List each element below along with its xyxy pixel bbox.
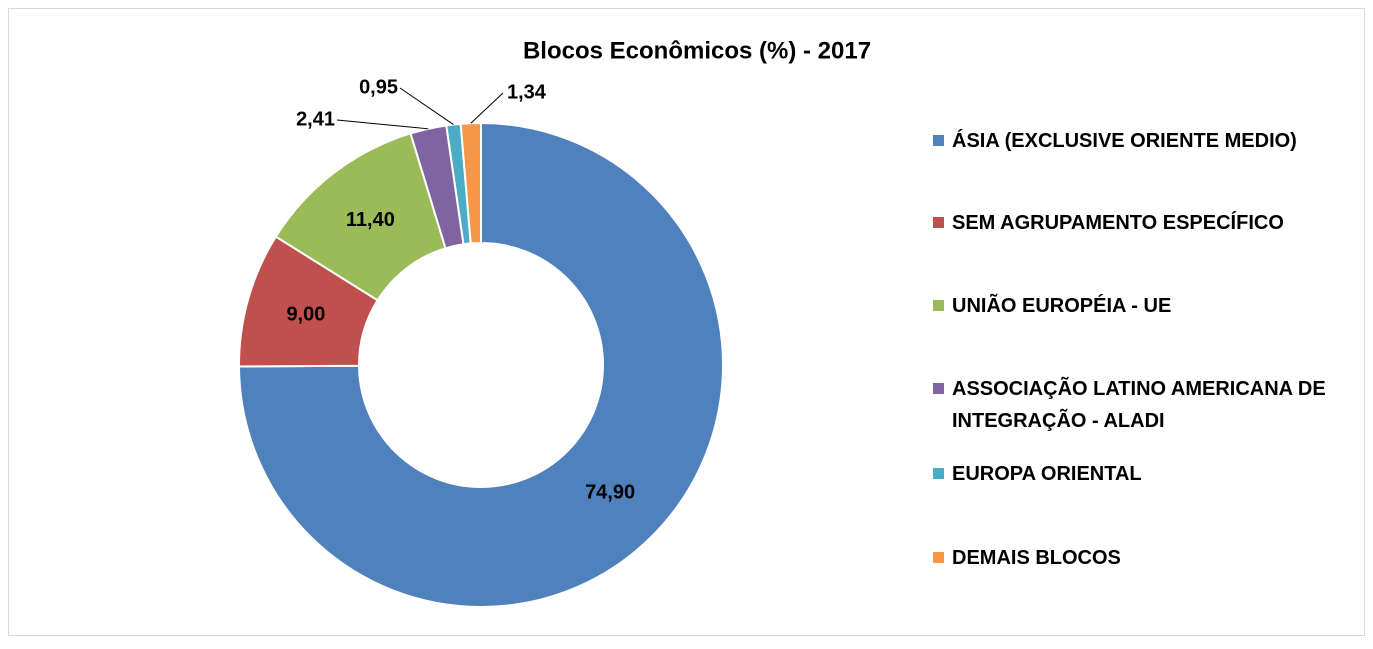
chart-title: Blocos Econômicos (%) - 2017 bbox=[523, 37, 871, 64]
data-label: 2,41 bbox=[296, 108, 335, 130]
donut-slice bbox=[459, 121, 482, 245]
data-label: 11,40 bbox=[346, 209, 395, 231]
legend-swatch bbox=[933, 552, 944, 563]
donut-slice bbox=[237, 121, 724, 608]
legend-swatch bbox=[933, 217, 944, 228]
legend-item: SEM AGRUPAMENTO ESPECÍFICO bbox=[933, 207, 1357, 239]
legend-item: ASSOCIAÇÃO LATINO AMERICANA DE INTEGRAÇÃ… bbox=[933, 373, 1357, 437]
data-label: 9,00 bbox=[286, 304, 325, 326]
legend-item: ÁSIA (EXCLUSIVE ORIENTE MEDIO) bbox=[933, 125, 1357, 157]
legend-label: ASSOCIAÇÃO LATINO AMERICANA DE INTEGRAÇÃ… bbox=[952, 378, 1326, 432]
leader-line bbox=[336, 119, 429, 130]
data-label: 1,34 bbox=[507, 81, 547, 103]
legend-swatch bbox=[933, 383, 944, 394]
legend-item: DEMAIS BLOCOS bbox=[933, 542, 1357, 574]
leader-line bbox=[399, 87, 454, 125]
legend-swatch bbox=[933, 300, 944, 311]
leader-line bbox=[470, 92, 504, 124]
legend-swatch bbox=[933, 468, 944, 479]
legend-label: DEMAIS BLOCOS bbox=[952, 547, 1121, 569]
legend-label: UNIÃO EUROPÉIA - UE bbox=[952, 295, 1172, 317]
legend-item: UNIÃO EUROPÉIA - UE bbox=[933, 290, 1357, 322]
legend-item: EUROPA ORIENTAL bbox=[933, 458, 1357, 490]
legend-label: SEM AGRUPAMENTO ESPECÍFICO bbox=[952, 212, 1284, 234]
legend-swatch bbox=[933, 135, 944, 146]
legend-label: ÁSIA (EXCLUSIVE ORIENTE MEDIO) bbox=[952, 130, 1297, 152]
legend-label: EUROPA ORIENTAL bbox=[952, 463, 1142, 485]
data-label: 0,95 bbox=[359, 76, 398, 98]
data-label: 74,90 bbox=[585, 482, 635, 504]
